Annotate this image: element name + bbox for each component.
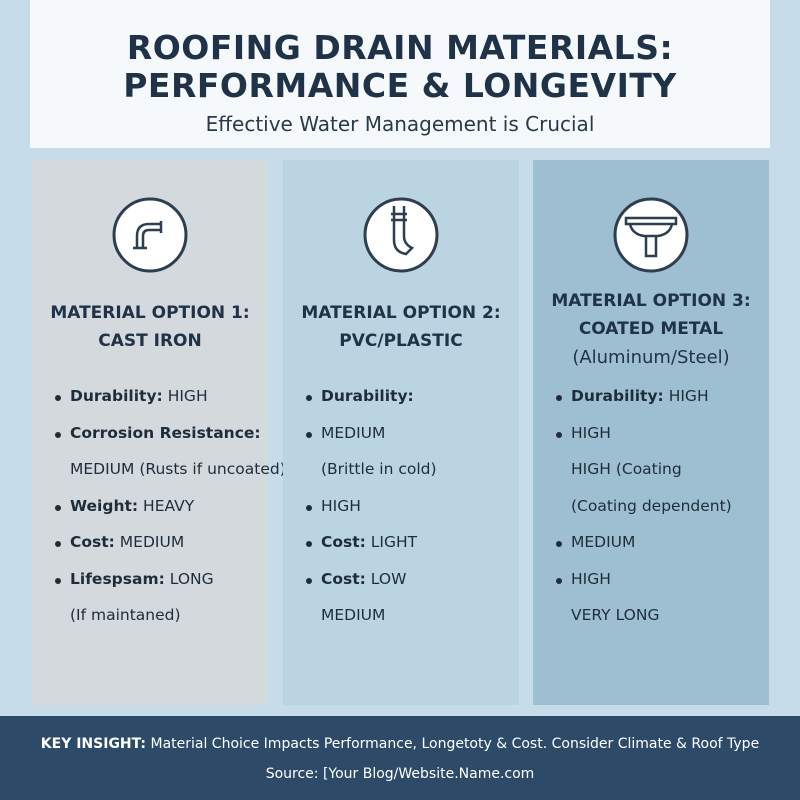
bullet-item: Cost: MEDIUM: [70, 533, 184, 551]
column: MATERIAL OPTION 2: PVC/PLASTIC Durability:…: [283, 160, 519, 705]
item-label: Durability:: [70, 387, 163, 405]
bullet-item: Cost: LOW: [321, 570, 406, 588]
bullet-dot: [55, 577, 61, 584]
bullet-dot: [306, 504, 312, 511]
bullet-item: MEDIUM: [571, 533, 635, 551]
item-value: MEDIUM: [321, 423, 386, 442]
item-note: VERY LONG: [571, 606, 660, 624]
bullet-dot: [306, 395, 312, 401]
bullet-dot: [306, 431, 312, 438]
column-heading: MATERIAL OPTION 2:: [301, 303, 501, 323]
column-heading: COATED METAL: [578, 319, 724, 339]
bullet-item: Corrosion Resistance:: [70, 424, 261, 442]
bullet-dot: [556, 431, 562, 438]
item-label: Corrosion Resistance:: [70, 423, 261, 442]
item-note: HIGH (Coating: [571, 460, 682, 478]
item-value: HEAVY: [143, 496, 195, 515]
column: MATERIAL OPTION 1: CAST IRON Durability: H…: [32, 160, 286, 705]
bullet-item: HIGH: [321, 497, 361, 515]
item-value: HIGH: [167, 387, 208, 405]
bullet-dot: [55, 431, 61, 438]
item-value: HIGH: [321, 496, 361, 515]
source: Source: [Your Blog/Website.Name.com: [265, 766, 535, 782]
bullet-dot: [55, 504, 61, 511]
bullet-dot: [55, 395, 61, 401]
subtitle: Effective Water Management is Crucial: [205, 112, 595, 136]
bullet-item: Durability: HIGH: [70, 387, 208, 405]
column-heading: (Aluminum/Steel): [572, 347, 730, 368]
item-label: Lifespsam:: [70, 569, 165, 588]
key-insight: KEY INSIGHT: Material Choice Impacts Per…: [0, 736, 800, 752]
item-label: Cost:: [321, 569, 366, 588]
title-line: ROOFING DRAIN MATERIALS:: [126, 28, 674, 67]
column-heading: PVC/PLASTIC: [339, 331, 463, 351]
item-note: MEDIUM (Rusts if uncoated): [70, 460, 286, 478]
item-value: LONG: [169, 569, 214, 588]
item-value: HIGH: [668, 387, 709, 405]
item-label: Cost:: [321, 533, 366, 551]
bullet-dot: [556, 541, 562, 547]
bullet-item: HIGH: [571, 424, 611, 442]
bullet-dot: [556, 577, 562, 584]
item-note: (Coating dependent): [571, 496, 732, 515]
item-note: (If maintaned): [70, 606, 181, 624]
bullet-dot: [55, 541, 61, 547]
icon: [112, 197, 188, 273]
item-note: (Brittle in cold): [321, 460, 437, 478]
item-value: LOW: [370, 569, 407, 588]
icon: [363, 197, 439, 273]
bullet-item: MEDIUM: [321, 424, 385, 442]
item-label: Durability:: [571, 387, 664, 405]
item-value: MEDIUM: [119, 533, 185, 551]
item-value: HIGH: [571, 569, 611, 588]
header-panel: [30, 0, 770, 148]
insight-text: Material Choice Impacts Performance, Lon…: [150, 736, 760, 752]
bullet-dot: [306, 541, 312, 547]
bullet-item: Weight: HEAVY: [70, 497, 194, 515]
item-label: Cost:: [70, 533, 115, 551]
item-value: HIGH: [571, 423, 611, 442]
item-label: Weight:: [70, 496, 139, 515]
footer-bar: [0, 716, 800, 800]
bullet-dot: [306, 577, 312, 584]
column-heading: MATERIAL OPTION 1:: [50, 303, 250, 323]
icon: [613, 197, 689, 273]
bullet-item: Cost: LIGHT: [321, 533, 417, 551]
title-line: PERFORMANCE & LONGEVITY: [123, 66, 677, 105]
insight-label: KEY INSIGHT:: [40, 736, 147, 752]
bullet-item: Lifespsam: LONG: [70, 570, 214, 588]
item-label: Durability:: [321, 387, 414, 405]
item-value: LIGHT: [370, 533, 418, 551]
column: MATERIAL OPTION 3: COATED METAL (Aluminum/…: [533, 160, 769, 705]
item-note: MEDIUM: [321, 606, 386, 624]
bullet-item: Durability:: [321, 387, 414, 405]
bullet-item: HIGH: [571, 570, 611, 588]
bullet-item: Durability: HIGH: [571, 387, 709, 405]
item-value: MEDIUM: [571, 533, 636, 551]
column-heading: CAST IRON: [98, 331, 202, 351]
bullet-dot: [556, 395, 562, 401]
column-heading: MATERIAL OPTION 3:: [551, 291, 751, 311]
